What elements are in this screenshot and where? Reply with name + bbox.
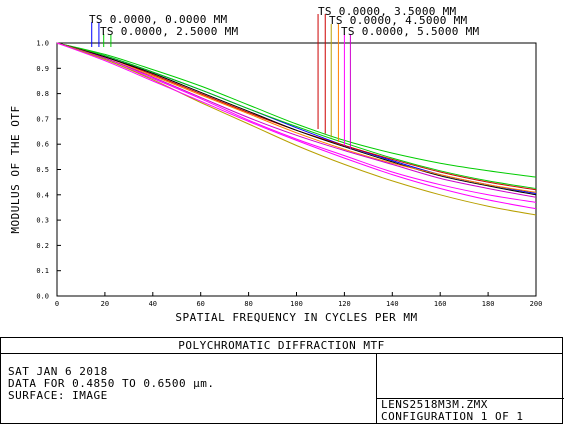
x-tick-label: 160 [434,300,447,308]
mtf-series-line [56,42,537,198]
wavelength-range-text: DATA FOR 0.4850 TO 0.6500 µm. [8,377,215,390]
y-tick-label: 0.2 [36,242,49,250]
file-info: LENS2518M3M.ZMX CONFIGURATION 1 OF 1 [377,398,564,425]
x-axis-title: SPATIAL FREQUENCY IN CYCLES PER MM [175,311,417,324]
y-tick-label: 1.0 [36,40,49,48]
y-tick-label: 0.3 [36,217,49,225]
y-tick-label: 0.1 [36,267,49,275]
field-label: TS 0.0000, 3.5000 MM [318,5,457,18]
mtf-series-line [56,42,537,178]
x-tick-label: 100 [290,300,303,308]
footer-file-panel: LENS2518M3M.ZMX CONFIGURATION 1 OF 1 [376,353,564,424]
field-label: TS 0.0000, 0.0000 MM [89,13,228,26]
x-tick-label: 40 [149,300,157,308]
mtf-series-line [56,42,537,203]
configuration-text: CONFIGURATION 1 OF 1 [381,410,524,423]
surface-text: SURFACE: IMAGE [8,389,108,402]
y-tick-label: 0.6 [36,141,49,149]
x-tick-label: 20 [101,300,109,308]
y-tick-label: 0.0 [36,293,49,301]
mtf-chart: 0 20 40 60 80 100 120 140 160 180 200 0.0 0.1 0.2 0.3 0… [9,5,543,324]
mtf-series-line [56,42,537,210]
mtf-series-line [56,42,537,196]
footer-panel: POLYCHROMATIC DIFFRACTION MTF SAT JAN 6 … [0,337,564,424]
x-tick-label: 180 [482,300,495,308]
y-tick-label: 0.8 [36,90,49,98]
x-tick-label: 60 [196,300,204,308]
x-tick-label: 120 [338,300,351,308]
x-tick-label: 140 [386,300,399,308]
file-name: LENS2518M3M.ZMX [381,398,488,411]
date-text: SAT JAN 6 2018 [8,365,108,378]
y-tick-label: 0.7 [36,115,49,123]
field-label: TS 0.0000, 2.5000 MM [100,25,239,38]
y-tick-label: 0.9 [36,65,49,73]
y-axis-title: MODULUS OF THE OTF [9,105,22,233]
mtf-series-line [56,42,537,216]
x-tick-label: 80 [244,300,252,308]
x-tick-label: 0 [55,300,59,308]
field-label: TS 0.0000, 4.5000 MM [329,14,468,27]
mtf-series-line [56,42,537,189]
y-tick-label: 0.5 [36,166,49,174]
footer-title: POLYCHROMATIC DIFFRACTION MTF [1,338,562,354]
footer-info: SAT JAN 6 2018 DATA FOR 0.4850 TO 0.6500… [8,366,215,402]
field-label: TS 0.0000, 5.5000 MM [341,25,480,38]
x-tick-label: 200 [530,300,543,308]
mtf-series-line [56,42,537,193]
y-tick-label: 0.4 [36,191,49,199]
plot-frame [56,42,537,297]
